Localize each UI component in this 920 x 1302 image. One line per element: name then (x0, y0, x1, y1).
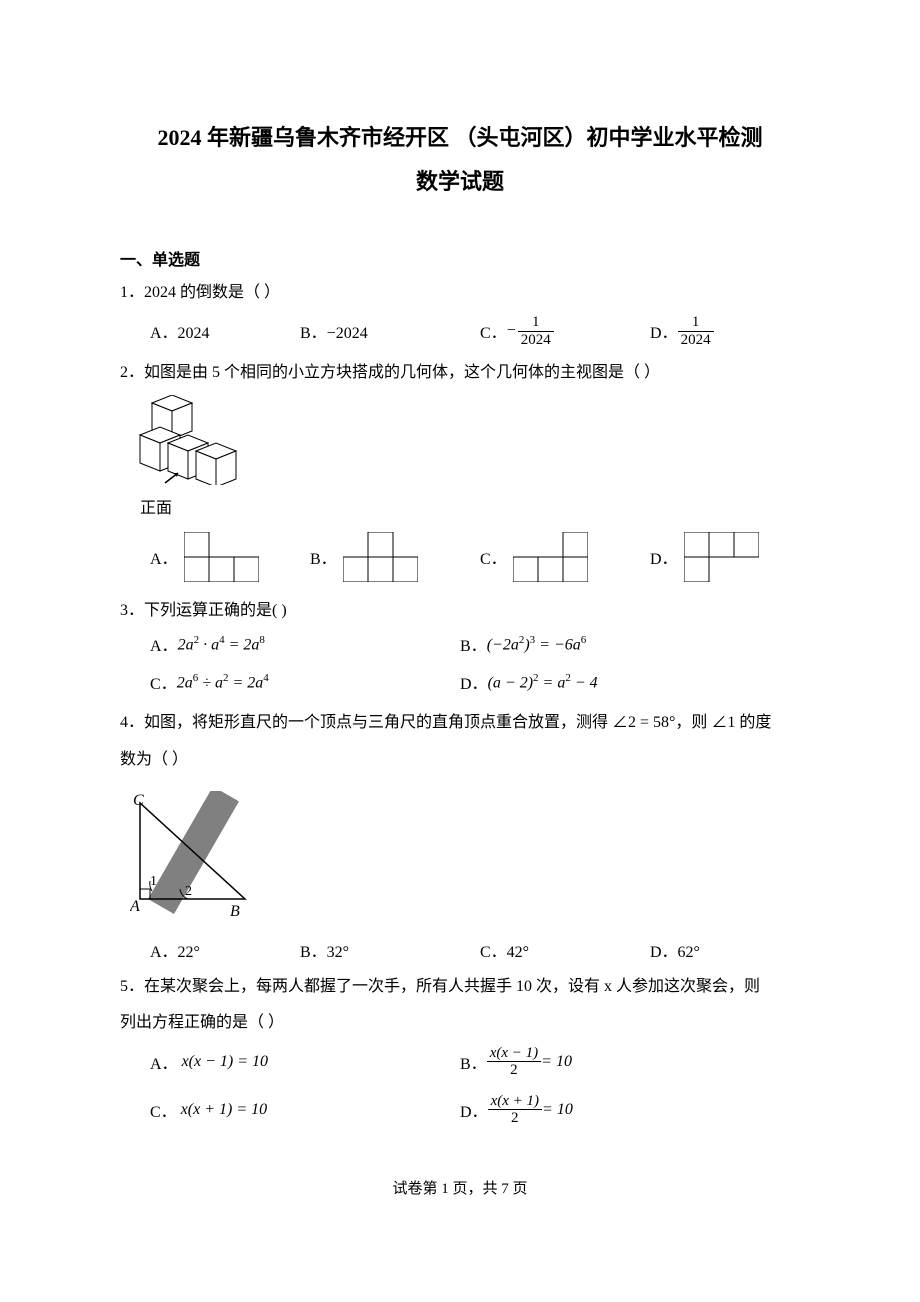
expr: (a − 2)2 = a2 − 4 (488, 672, 598, 692)
q1-text: 1．2024 的倒数是（ ） (120, 278, 800, 308)
q5-option-a: A． x(x − 1) = 10 (150, 1050, 460, 1074)
denominator: 2024 (678, 332, 714, 349)
q4-option-a: A．22° (150, 938, 300, 962)
page-footer: 试卷第 1 页，共 7 页 (120, 1177, 800, 1198)
cubes-svg (130, 395, 240, 485)
q1-options: A．2024 B．−2024 C． − 1 2024 D． 1 2024 (120, 314, 800, 348)
label: C． (150, 1098, 177, 1122)
expr: x(x + 1) = 10 (177, 1101, 267, 1119)
numerator: 1 (678, 314, 714, 332)
q1-option-a: A．2024 (150, 319, 300, 343)
q3-option-c: C． 2a6 ÷ a2 = 2a4 (150, 670, 460, 694)
q4-option-b: B．32° (300, 938, 480, 962)
q5-option-d: D． x(x + 1) 2 = 10 (460, 1093, 770, 1127)
q1-c-frac: − 1 2024 (507, 314, 554, 348)
label-2: 2 (185, 884, 192, 899)
fraction: x(x − 1) 2 (487, 1045, 541, 1079)
q4-option-c: C．42° (480, 938, 650, 962)
q2-d-label: D． (650, 545, 678, 569)
eq: = 10 (542, 1101, 573, 1119)
q4-figure: C A B 1 2 (130, 791, 800, 926)
denominator: 2 (488, 1110, 542, 1127)
label: A． (150, 1050, 178, 1074)
label: D． (460, 1098, 488, 1122)
shape-b (343, 532, 418, 582)
fraction: 1 2024 (678, 314, 714, 348)
q2-c-label: C． (480, 545, 507, 569)
q2-text: 2．如图是由 5 个相同的小立方块搭成的几何体，这个几何体的主视图是（ ） (120, 358, 800, 388)
q1-d-label: D． (650, 319, 678, 343)
q5-option-c: C． x(x + 1) = 10 (150, 1098, 460, 1122)
denominator: 2024 (518, 332, 554, 349)
q3-option-a: A． 2a2 · a4 = 2a8 (150, 632, 460, 656)
expr: (−2a2)3 = −6a6 (487, 634, 587, 654)
label-b: B (230, 903, 240, 920)
q2-cube-figure (130, 395, 800, 490)
numerator: 1 (518, 314, 554, 332)
fraction: 1 2024 (518, 314, 554, 348)
label: A． (150, 632, 178, 656)
expr: 2a6 ÷ a2 = 2a4 (177, 672, 269, 692)
label-1: 1 (150, 874, 157, 889)
q5-options: A． x(x − 1) = 10 B． x(x − 1) 2 = 10 C． x… (120, 1045, 800, 1127)
q2-b-label: B． (310, 545, 337, 569)
expr: 2a2 · a4 = 2a8 (178, 634, 265, 654)
q2-options: A． B． C． (120, 532, 800, 582)
denominator: 2 (487, 1062, 541, 1079)
q2-option-b: B． (310, 532, 480, 582)
exam-title-line1: 2024 年新疆乌鲁木齐市经开区 （头屯河区）初中学业水平检测 (120, 120, 800, 152)
shape-c (513, 532, 588, 582)
eq: = 10 (541, 1053, 572, 1071)
q2-option-c: C． (480, 532, 650, 582)
q1-c-label: C． (480, 319, 507, 343)
label: B． (460, 632, 487, 656)
q4-option-d: D．62° (650, 938, 700, 962)
label: C． (150, 670, 177, 694)
minus-sign: − (507, 322, 516, 340)
triangle-ruler-svg: C A B 1 2 (130, 791, 270, 921)
numerator: x(x + 1) (488, 1093, 542, 1111)
q3-options: A． 2a2 · a4 = 2a8 B． (−2a2)3 = −6a6 C． 2… (120, 632, 800, 694)
shape-a (184, 532, 259, 582)
q1-option-d: D． 1 2024 (650, 314, 714, 348)
label: D． (460, 670, 488, 694)
q3-option-b: B． (−2a2)3 = −6a6 (460, 632, 770, 656)
label-a: A (130, 898, 140, 915)
q3-option-d: D． (a − 2)2 = a2 − 4 (460, 670, 770, 694)
q1-option-c: C． − 1 2024 (480, 314, 650, 348)
q1-option-b: B．−2024 (300, 319, 480, 343)
label-c: C (133, 792, 144, 809)
label: B． (460, 1050, 487, 1074)
q2-a-label: A． (150, 545, 178, 569)
numerator: x(x − 1) (487, 1045, 541, 1063)
q4-text1: 4．如图，将矩形直尺的一个顶点与三角尺的直角顶点重合放置，测得 ∠2 = 58°… (120, 708, 800, 738)
q2-front-label: 正面 (140, 494, 800, 518)
q2-option-d: D． (650, 532, 759, 582)
q4-options: A．22° B．32° C．42° D．62° (120, 938, 800, 962)
page: 2024 年新疆乌鲁木齐市经开区 （头屯河区）初中学业水平检测 数学试题 一、单… (0, 0, 920, 1258)
shape-d (684, 532, 759, 582)
q5-text2: 列出方程正确的是（ ） (120, 1008, 800, 1038)
q5-text1: 5．在某次聚会上，每两人都握了一次手，所有人共握手 10 次，设有 x 人参加这… (120, 972, 800, 1002)
q5-option-b: B． x(x − 1) 2 = 10 (460, 1045, 770, 1079)
section-heading: 一、单选题 (120, 246, 800, 270)
q4-text2: 数为（ ） (120, 745, 800, 775)
q2-option-a: A． (150, 532, 310, 582)
expr: x(x − 1) = 10 (178, 1053, 268, 1071)
fraction: x(x + 1) 2 (488, 1093, 542, 1127)
q3-text: 3．下列运算正确的是( ) (120, 596, 800, 626)
exam-title-line2: 数学试题 (120, 164, 800, 196)
